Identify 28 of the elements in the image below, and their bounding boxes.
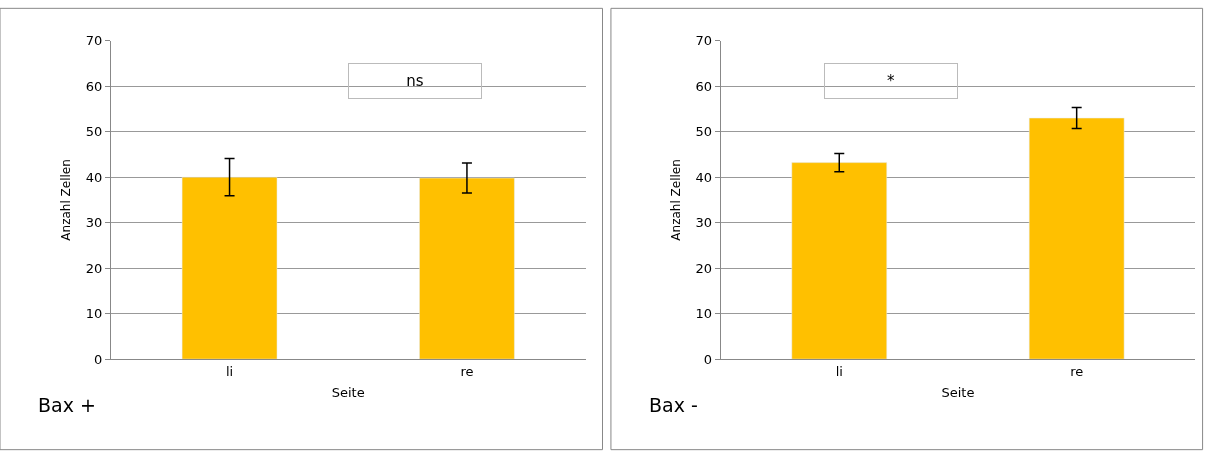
x-axis-title: Seite — [331, 385, 365, 401]
y-tick-label: 70 — [695, 33, 712, 49]
text: Bax - — [649, 394, 698, 416]
y-tick-label: 40 — [85, 169, 103, 185]
y-tick-label: 50 — [695, 124, 712, 140]
x-axis-title: Seite — [941, 385, 975, 401]
text: Bax + — [38, 394, 96, 416]
y-axis-title: Anzahl Zellen — [668, 159, 683, 241]
y-tick-label: 60 — [85, 78, 103, 94]
y-tick-label: 40 — [695, 169, 712, 185]
y-tick-label: 60 — [695, 78, 712, 94]
annotation: ns — [406, 72, 424, 90]
x-tick-label: li — [225, 363, 234, 379]
annotation: * — [887, 72, 895, 90]
y-tick-label: 10 — [695, 306, 712, 322]
y-tick-label: 0 — [93, 351, 103, 367]
y-tick-label: 0 — [703, 351, 712, 367]
x-tick-label: re — [460, 363, 474, 379]
y-tick-label: 50 — [85, 124, 103, 140]
y-tick-label: 20 — [85, 260, 103, 276]
y-tick-label: 30 — [85, 215, 103, 231]
y-tick-label: 10 — [85, 306, 103, 322]
x-tick-label: re — [1070, 363, 1084, 379]
x-tick-label: li — [835, 363, 843, 379]
y-tick-label: 20 — [695, 260, 712, 276]
y-tick-label: 30 — [695, 215, 712, 231]
y-tick-label: 70 — [85, 33, 103, 49]
y-axis-title: Anzahl Zellen — [59, 159, 74, 241]
